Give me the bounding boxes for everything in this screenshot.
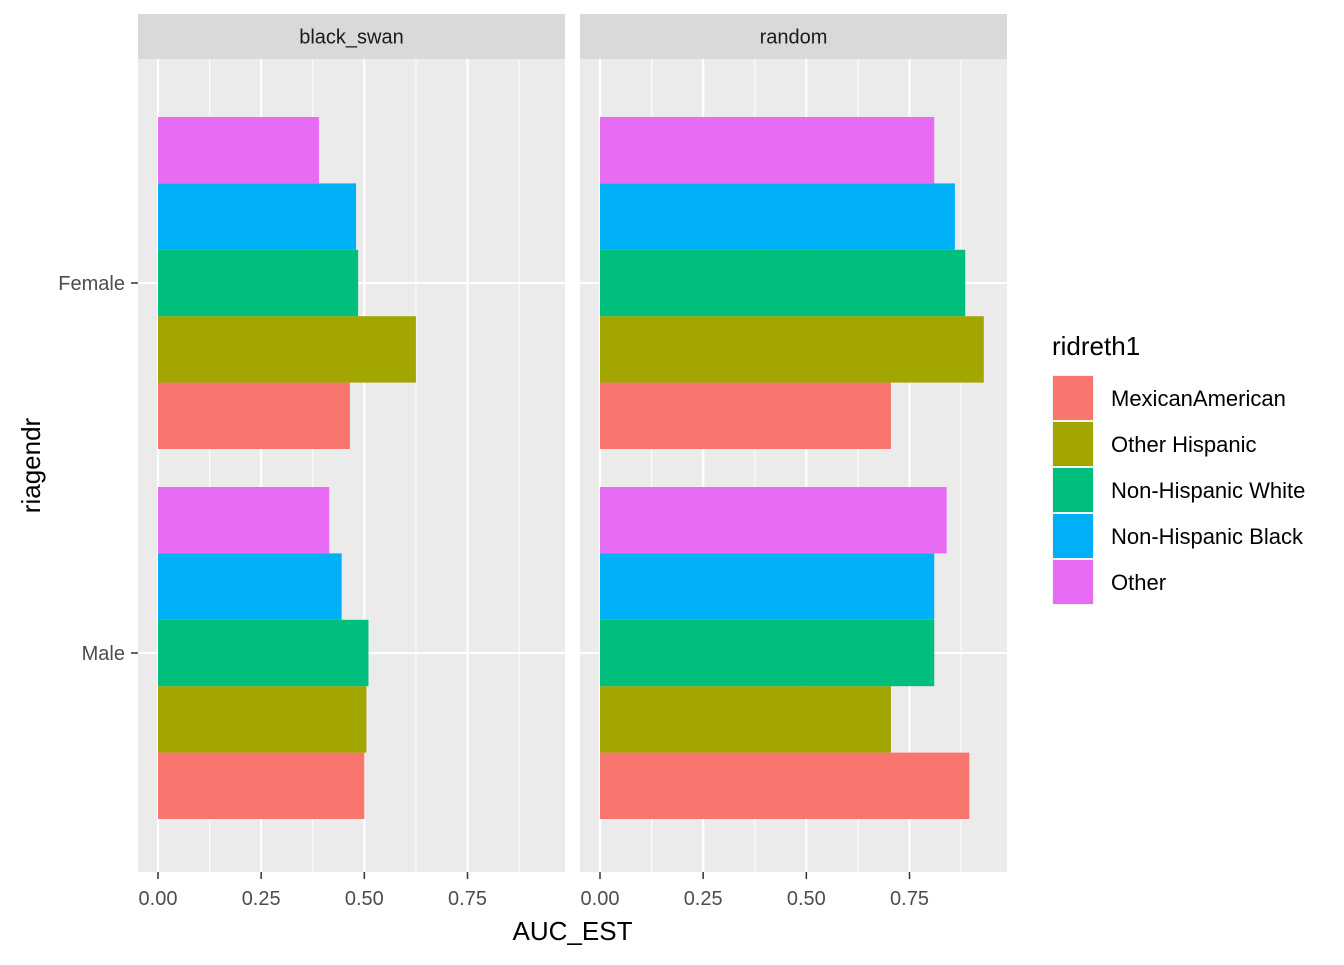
bar-random-male-non-hispanic-black	[600, 553, 935, 620]
legend-key-mexicanamerican	[1053, 376, 1093, 420]
bar-black_swan-female-other-hispanic	[158, 316, 416, 383]
x-tick-label: 0.00	[581, 888, 620, 910]
legend-key-non-hispanic-white	[1053, 468, 1093, 512]
facet-strip-label: black_swan	[299, 27, 404, 49]
bar-black_swan-male-other	[158, 487, 330, 554]
x-tick-label: 0.50	[787, 888, 826, 910]
y-tick-label: Female	[58, 273, 125, 295]
bar-random-female-non-hispanic-white	[600, 249, 966, 317]
legend-key-other	[1053, 560, 1093, 604]
bar-random-female-other	[600, 117, 935, 184]
facet-strip-label: random	[760, 27, 828, 49]
bar-random-male-other-hispanic	[600, 686, 891, 753]
bar-random-female-mexicanamerican	[600, 382, 891, 449]
bar-black_swan-male-other-hispanic	[158, 686, 367, 753]
legend-label: Non-Hispanic Black	[1111, 524, 1304, 549]
bar-black_swan-male-mexicanamerican	[158, 752, 365, 819]
x-axis-title: AUC_EST	[513, 916, 633, 946]
x-tick-label: 0.75	[890, 888, 929, 910]
bar-black_swan-male-non-hispanic-white	[158, 619, 369, 687]
facet-strip	[580, 14, 1007, 59]
x-tick-label: 0.75	[448, 888, 487, 910]
legend-label: Non-Hispanic White	[1111, 478, 1305, 503]
x-tick-label: 0.00	[139, 888, 178, 910]
legend-key-other-hispanic	[1053, 422, 1093, 466]
bar-black_swan-female-non-hispanic-black	[158, 183, 357, 250]
y-axis-title: riagendr	[16, 417, 46, 513]
bar-random-male-non-hispanic-white	[600, 619, 935, 687]
bar-random-male-mexicanamerican	[600, 752, 970, 819]
legend-key-non-hispanic-black	[1053, 514, 1093, 558]
y-tick-label: Male	[82, 643, 125, 665]
legend-label: MexicanAmerican	[1111, 386, 1286, 411]
legend-title: ridreth1	[1052, 331, 1140, 361]
bar-random-female-other-hispanic	[600, 316, 984, 383]
bar-random-male-other	[600, 487, 947, 554]
bar-random-female-non-hispanic-black	[600, 183, 955, 250]
x-tick-label: 0.50	[345, 888, 384, 910]
x-tick-label: 0.25	[242, 888, 281, 910]
bar-black_swan-female-mexicanamerican	[158, 382, 350, 449]
facet-strip	[138, 14, 565, 59]
legend-label: Other Hispanic	[1111, 432, 1257, 457]
bar-black_swan-female-non-hispanic-white	[158, 249, 359, 317]
x-tick-label: 0.25	[684, 888, 723, 910]
bar-black_swan-male-non-hispanic-black	[158, 553, 342, 620]
bar-black_swan-female-other	[158, 117, 319, 184]
legend-label: Other	[1111, 570, 1166, 595]
